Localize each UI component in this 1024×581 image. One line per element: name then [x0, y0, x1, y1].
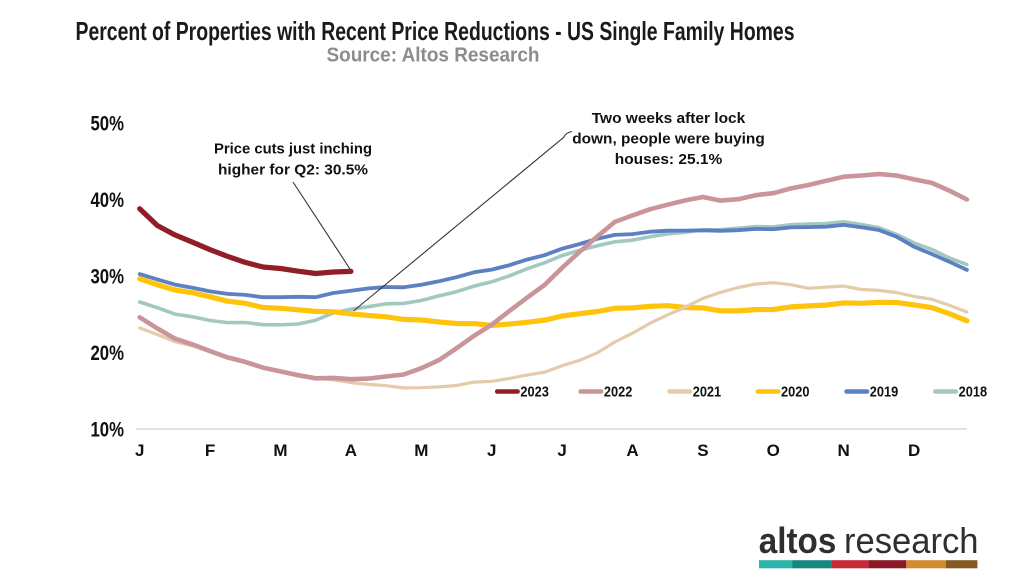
svg-text:M: M — [414, 441, 428, 460]
svg-text:J: J — [135, 441, 144, 460]
svg-text:2021: 2021 — [693, 383, 722, 400]
svg-text:20%: 20% — [91, 342, 125, 365]
svg-text:O: O — [767, 441, 780, 460]
svg-text:houses: 25.1%: houses: 25.1% — [615, 151, 723, 168]
svg-text:Source: Altos Research: Source: Altos Research — [327, 45, 540, 67]
svg-text:A: A — [345, 441, 357, 460]
svg-text:2018: 2018 — [959, 383, 988, 400]
svg-text:2020: 2020 — [781, 383, 810, 400]
svg-text:A: A — [626, 441, 638, 460]
svg-text:F: F — [205, 441, 215, 460]
svg-text:J: J — [557, 441, 566, 460]
svg-text:2019: 2019 — [870, 383, 899, 400]
svg-text:S: S — [697, 441, 708, 460]
svg-text:M: M — [273, 441, 287, 460]
svg-text:2023: 2023 — [520, 383, 549, 400]
svg-text:Two weeks after lock: Two weeks after lock — [592, 110, 746, 127]
svg-text:Percent of Properties with Rec: Percent of Properties with Recent Price … — [76, 16, 795, 46]
svg-text:Price cuts just inching: Price cuts just inching — [214, 141, 372, 158]
svg-text:30%: 30% — [91, 266, 125, 289]
svg-text:J: J — [487, 441, 496, 460]
svg-text:higher for Q2: 30.5%: higher for Q2: 30.5% — [218, 162, 368, 179]
svg-text:down, people were buying: down, people were buying — [572, 131, 765, 148]
svg-text:10%: 10% — [91, 419, 125, 442]
svg-text:2022: 2022 — [604, 383, 633, 400]
svg-text:40%: 40% — [91, 189, 125, 212]
svg-text:50%: 50% — [91, 113, 125, 136]
svg-text:N: N — [838, 441, 850, 460]
svg-text:D: D — [908, 441, 920, 460]
